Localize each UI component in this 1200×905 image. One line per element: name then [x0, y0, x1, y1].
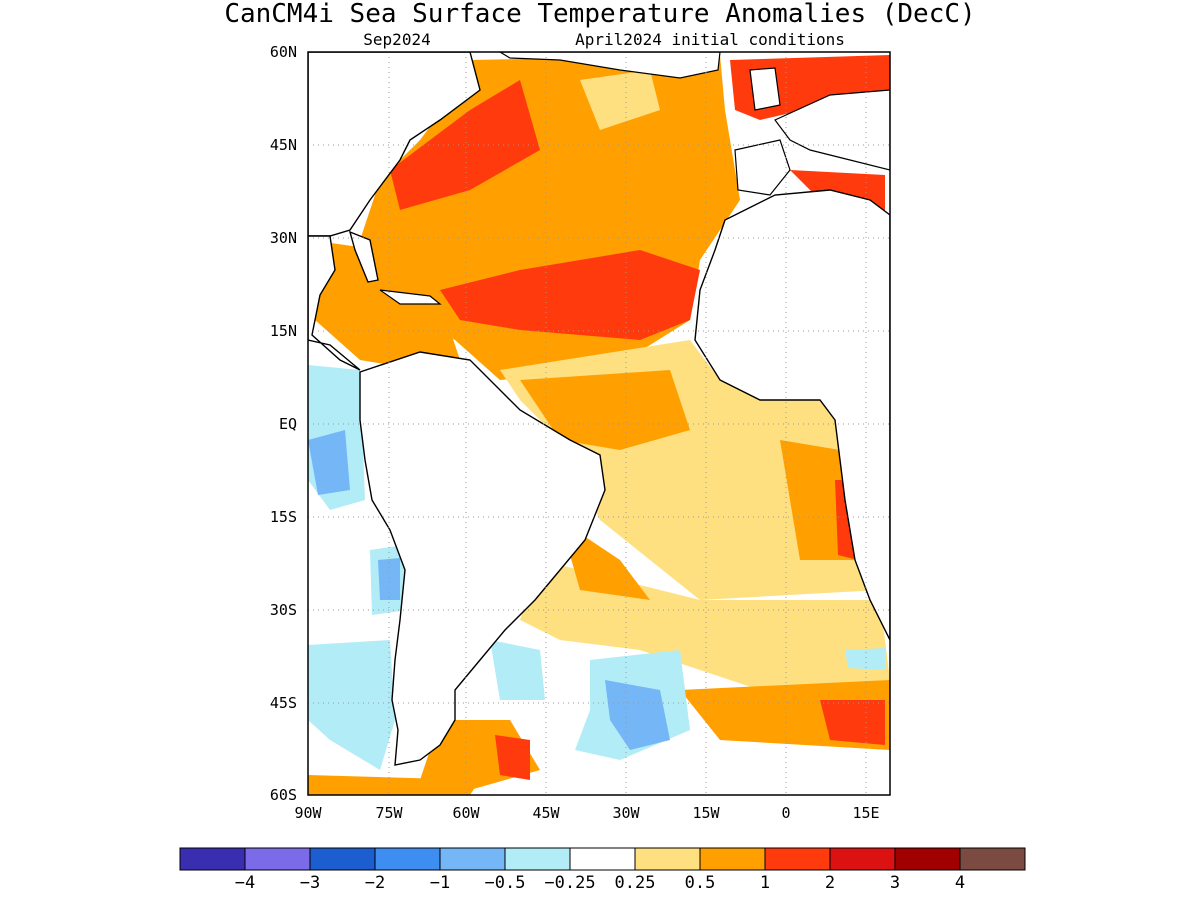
anomaly-region-capetown-cool: [845, 648, 885, 670]
lat-label: 15N: [270, 322, 297, 340]
land-africa: [694, 189, 890, 641]
colorbar-swatch: [699, 847, 766, 871]
lon-label: 75W: [375, 804, 403, 822]
colorbar-swatch: [179, 847, 246, 871]
lon-label: 30W: [612, 804, 640, 822]
anomaly-region-gulf-stream-red: [390, 80, 540, 210]
colorbar-label: 3: [890, 873, 900, 893]
map-grid: [308, 52, 890, 795]
colorbar-swatch: [764, 847, 831, 871]
colorbar-label: −4: [235, 873, 255, 893]
colorbar-swatch: [374, 847, 441, 871]
subtitle-month: Sep2024: [363, 30, 430, 49]
colorbar-label: 4: [955, 873, 965, 893]
colorbar-swatch: [504, 847, 571, 871]
anomaly-region-argentina-cool: [490, 640, 545, 700]
longitude-axis: 90W 75W 60W 45W 30W 15W 0 15E: [294, 804, 879, 822]
lat-label: 30N: [270, 229, 297, 247]
land-greenland: [498, 52, 721, 79]
land-europe: [774, 89, 890, 171]
anomaly-region-eastern-pacific-blue: [308, 430, 350, 495]
colorbar-label: −2: [365, 873, 385, 893]
colorbar-swatch: [959, 847, 1026, 871]
colorbar-label: −3: [300, 873, 320, 893]
lat-label: 30S: [270, 601, 297, 619]
sst-anomaly-map: [308, 52, 890, 795]
lon-label: 15E: [852, 804, 879, 822]
colorbar-label: 1: [760, 873, 770, 893]
colorbar-label: −1: [430, 873, 450, 893]
anomaly-region-south-rim: [308, 775, 480, 795]
anomaly-region-caribbean: [310, 240, 460, 370]
lon-label: 45W: [532, 804, 560, 822]
anomaly-region-drake-red: [495, 735, 530, 780]
lon-label: 0: [781, 804, 790, 822]
lat-label: 60N: [270, 43, 297, 61]
subtitle-initial-conditions: April2024 initial conditions: [575, 30, 845, 49]
anomaly-region-southern-red: [820, 700, 885, 745]
lat-label: 15S: [270, 508, 297, 526]
anomaly-region-subtropical-red: [440, 250, 700, 340]
anomaly-region-peru-blue: [378, 558, 400, 600]
colorbar-label: −0.5: [485, 873, 526, 893]
colorbar-swatch: [569, 847, 636, 871]
map-frame: [307, 51, 891, 796]
colorbar-swatch: [829, 847, 896, 871]
lon-label: 90W: [294, 804, 322, 822]
colorbar-swatch: [309, 847, 376, 871]
lat-label: EQ: [279, 415, 297, 433]
land-mexico-central-america: [308, 235, 361, 371]
land-britain: [749, 67, 781, 111]
lat-label: 45S: [270, 694, 297, 712]
lat-label: 45N: [270, 136, 297, 154]
land-florida: [348, 230, 379, 283]
land-iberia: [734, 139, 791, 196]
colorbar-label: 0.25: [615, 873, 656, 893]
latitude-axis: 60N 45N 30N 15N EQ 15S 30S 45S 60S: [270, 43, 297, 804]
anomaly-region-south-atlantic-blue: [605, 680, 670, 750]
colorbar: −4 −3 −2 −1 −0.5 −0.25 0.25 0.5 1 2 3 4: [179, 847, 1026, 893]
colorbar-label: 2: [825, 873, 835, 893]
colorbar-label: 0.5: [685, 873, 716, 893]
anomaly-region-equatorial-orange: [520, 370, 690, 450]
lon-label: 15W: [692, 804, 720, 822]
figure-title: CanCM4i Sea Surface Temperature Anomalie…: [224, 0, 975, 29]
colorbar-swatch: [894, 847, 961, 871]
colorbar-swatch: [244, 847, 311, 871]
colorbar-swatch: [439, 847, 506, 871]
colorbar-label: −0.25: [544, 873, 595, 893]
lat-label: 60S: [270, 786, 297, 804]
land-cuba: [379, 289, 442, 305]
lon-label: 60W: [452, 804, 480, 822]
land-south-america: [359, 351, 606, 766]
colorbar-swatch: [634, 847, 701, 871]
anomaly-region-north-yellow: [580, 70, 660, 130]
anomaly-region-chile-cool: [308, 640, 395, 770]
